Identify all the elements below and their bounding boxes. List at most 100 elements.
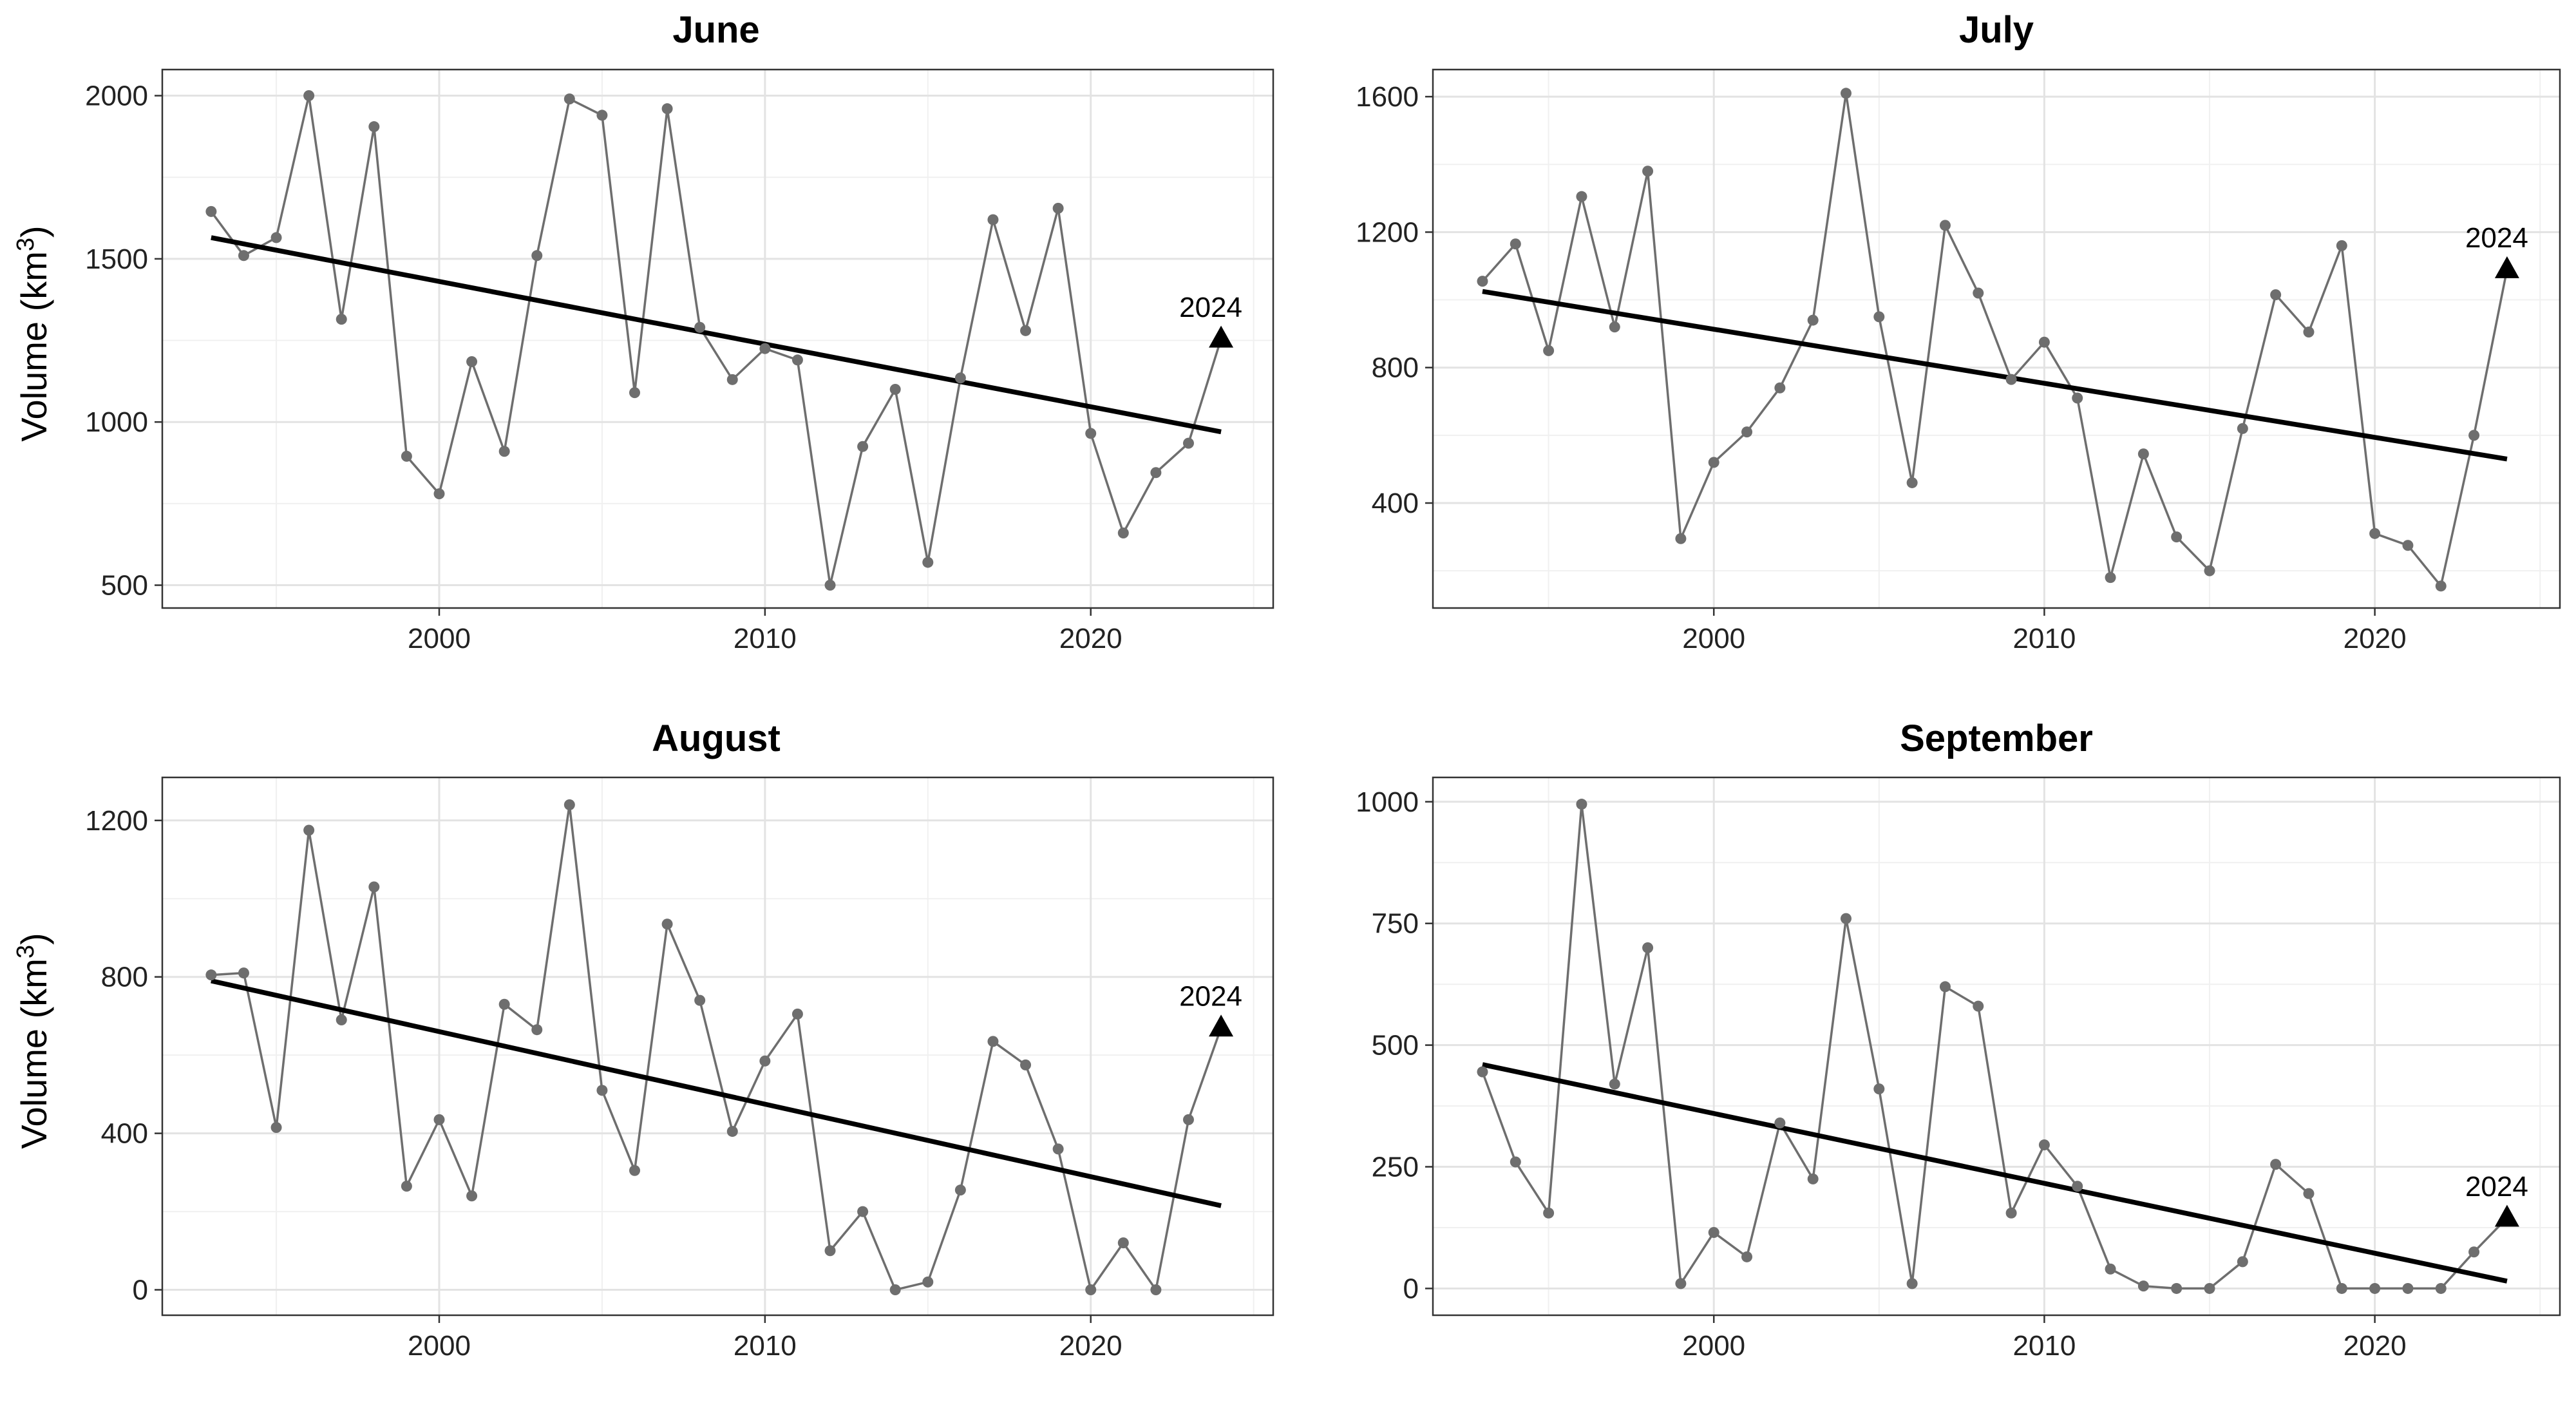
- panel-title: September: [1900, 718, 2093, 759]
- x-tick-label: 2010: [734, 623, 797, 654]
- data-point: [1477, 1066, 1488, 1078]
- series-line: [1481, 804, 2508, 1290]
- data-point: [2171, 1282, 2183, 1294]
- data-point: [1939, 220, 1951, 231]
- data-point: [1708, 1227, 1719, 1239]
- y-axis-label-close: ): [14, 933, 54, 945]
- data-point: [2137, 448, 2149, 460]
- data-point: [2237, 423, 2248, 434]
- data-point: [466, 356, 478, 367]
- panel-title: August: [652, 718, 781, 759]
- data-point: [2072, 1181, 2083, 1192]
- y-tick-label: 400: [101, 1118, 148, 1150]
- data-point: [1774, 382, 1786, 394]
- y-tick-label: 1500: [85, 243, 148, 275]
- data-point: [1052, 202, 1064, 214]
- data-point: [1150, 467, 1162, 479]
- data-point: [2072, 392, 2083, 404]
- data-point: [759, 1055, 771, 1067]
- y-tick-label: 1000: [85, 406, 148, 438]
- data-point: [1543, 1207, 1555, 1219]
- y-axis-label-top: Volume (km3): [12, 225, 54, 441]
- data-point: [1609, 1078, 1620, 1090]
- data-point: [368, 881, 380, 893]
- y-tick-label: 800: [1372, 352, 1419, 384]
- plot-background: [162, 70, 1273, 608]
- data-point: [1576, 799, 1587, 810]
- data-point: [2402, 540, 2414, 551]
- data-point: [1085, 428, 1097, 439]
- highlight-point: [1209, 1014, 1234, 1037]
- data-point: [498, 446, 510, 457]
- data-point: [1609, 321, 1620, 333]
- data-point: [433, 488, 445, 500]
- x-tick-label: 2010: [734, 1330, 797, 1362]
- x-tick-label: 2000: [1682, 623, 1745, 654]
- data-point: [2005, 374, 2017, 385]
- data-point: [498, 998, 510, 1010]
- data-point: [2435, 580, 2447, 592]
- data-point: [336, 314, 347, 325]
- data-point: [922, 556, 934, 568]
- data-point: [2468, 1246, 2480, 1258]
- y-tick-label: 750: [1372, 908, 1419, 940]
- data-point: [401, 450, 412, 462]
- data-point: [1675, 1278, 1687, 1289]
- panel-july: July 400 800 1200 1600 2000 2010 2020 2024: [1356, 9, 2561, 654]
- highlight-point: [1209, 325, 1234, 348]
- x-tick-label: 2010: [2012, 1330, 2076, 1362]
- y-tick-label: 800: [101, 962, 148, 993]
- y-axis-label-superscript: 3: [12, 945, 39, 958]
- data-point: [1708, 457, 1719, 468]
- x-tick-label: 2000: [1682, 1330, 1745, 1362]
- x-tick-label: 2000: [408, 1330, 471, 1362]
- data-point: [2105, 1263, 2116, 1275]
- data-point: [1840, 913, 1852, 924]
- data-point: [661, 918, 673, 930]
- data-point: [238, 967, 249, 979]
- x-tick-label: 2000: [408, 623, 471, 654]
- y-tick-label: 250: [1372, 1152, 1419, 1183]
- data-point: [1840, 88, 1852, 99]
- data-point: [1642, 166, 1654, 177]
- x-tick-label: 2010: [2012, 623, 2076, 654]
- data-point: [368, 121, 380, 133]
- data-point: [1807, 314, 1819, 326]
- data-point: [1675, 533, 1687, 544]
- panel-june: June 500 1000 1500 2000 2000 2010 2020 2024: [85, 9, 1274, 654]
- data-point: [1973, 287, 1984, 299]
- data-point: [2369, 528, 2381, 539]
- data-point: [1576, 191, 1587, 202]
- y-tick-label: 1200: [85, 805, 148, 837]
- highlight-label: 2024: [1179, 292, 1242, 323]
- x-tick-label: 2020: [2344, 1330, 2407, 1362]
- plot-area: 400 800 1200 1600 2000 2010 2020 2024: [1356, 68, 2561, 654]
- y-tick-label: 1200: [1356, 216, 1419, 248]
- data-point: [2105, 572, 2116, 584]
- data-point: [531, 1024, 543, 1036]
- plot-border: [1432, 68, 2561, 609]
- x-tick-label: 2020: [1059, 1330, 1122, 1362]
- data-point: [857, 441, 869, 452]
- data-point: [433, 1114, 445, 1125]
- y-axis-label-bottom: Volume (km3): [12, 933, 54, 1148]
- highlight-label: 2024: [1179, 981, 1242, 1013]
- data-point: [694, 994, 706, 1006]
- data-point: [889, 384, 901, 395]
- plot-area: 0 250 500 750 1000 2000 2010 2020 2024: [1356, 776, 2561, 1362]
- data-point: [791, 1008, 803, 1020]
- y-tick-label: 500: [1372, 1030, 1419, 1061]
- plot-area: 0 400 800 1200 2000 2010 2020 2024: [85, 776, 1274, 1362]
- data-point: [2204, 1282, 2215, 1294]
- data-point: [2038, 1139, 2050, 1151]
- plot-background: [1433, 777, 2560, 1315]
- data-point: [2336, 1282, 2347, 1294]
- data-point: [2402, 1282, 2414, 1294]
- data-point: [889, 1284, 901, 1296]
- data-point: [1020, 325, 1032, 336]
- data-point: [1543, 345, 1555, 356]
- data-point: [987, 214, 999, 225]
- data-point: [1510, 238, 1521, 250]
- y-axis-label-text: Volume (km: [14, 251, 54, 442]
- data-point: [2270, 1159, 2282, 1170]
